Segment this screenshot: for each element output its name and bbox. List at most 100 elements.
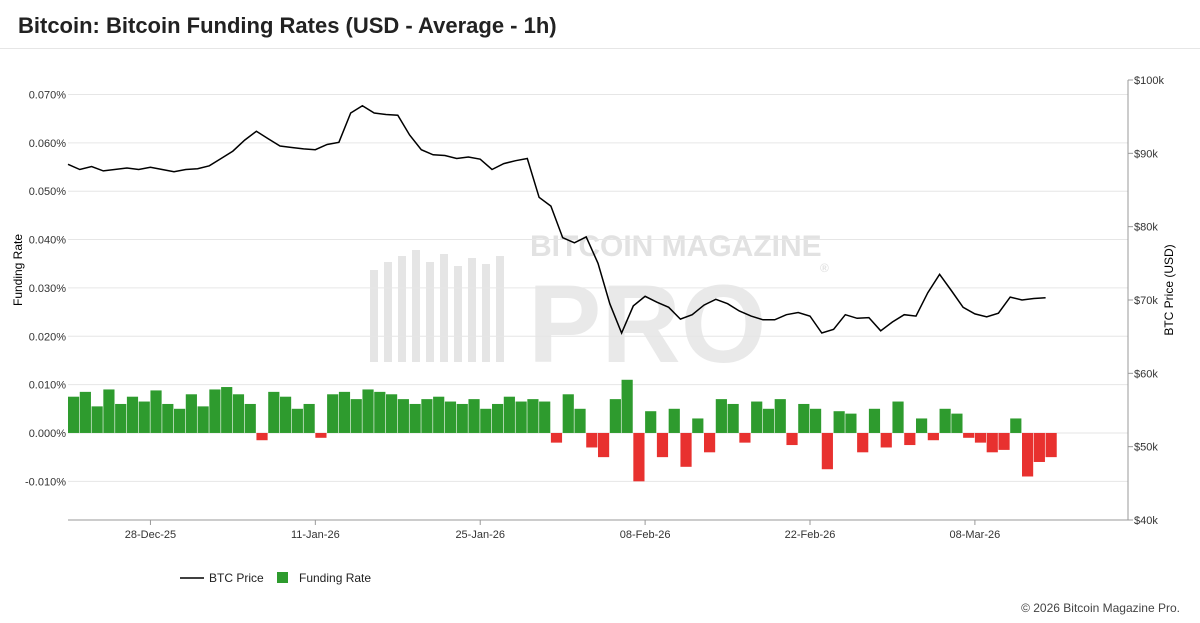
funding-rate-bar: [209, 389, 221, 433]
y-left-tick-label: 0.020%: [29, 331, 67, 343]
funding-rate-bar: [927, 432, 939, 441]
funding-rate-bar: [974, 432, 987, 443]
funding-rate-bar: [162, 403, 174, 433]
funding-rate-bar: [633, 432, 645, 482]
funding-rate-bar: [256, 432, 268, 441]
funding-rate-bar: [774, 399, 786, 433]
y-left-tick-label: 0.000%: [29, 428, 67, 440]
watermark-bar: [384, 262, 392, 362]
watermark-bar: [468, 258, 476, 362]
axes: -0.010% 0.000% 0.010% 0.020% 0.030% 0.040% 0.0…: [11, 75, 1176, 541]
watermark-bar: [426, 262, 434, 362]
funding-rate-bar: [327, 394, 339, 433]
funding-rate-bar: [1033, 432, 1045, 462]
funding-rate-bar: [232, 394, 245, 433]
y-left-tick-label: 0.030%: [29, 283, 67, 295]
funding-rate-bar: [539, 401, 551, 433]
funding-rate-bar: [939, 408, 951, 433]
y-right-tick-label: $60k: [1134, 368, 1158, 380]
funding-rate-bar: [574, 408, 586, 433]
funding-rate-bar: [892, 401, 904, 433]
title-bar: Bitcoin: Bitcoin Funding Rates (USD - Av…: [0, 0, 1200, 49]
funding-rate-bar: [951, 413, 963, 433]
funding-rate-bar: [692, 418, 704, 433]
funding-rate-bar: [904, 432, 916, 446]
funding-rate-bar: [845, 413, 857, 433]
funding-rate-bar: [91, 406, 103, 433]
funding-rate-bar: [126, 396, 139, 433]
funding-rate-bar: [221, 387, 233, 433]
funding-rate-bar: [916, 418, 928, 433]
funding-rate-bar: [1045, 432, 1057, 458]
funding-rate-bar: [715, 399, 727, 433]
funding-rate-bar: [739, 432, 751, 443]
funding-rate-bar: [456, 403, 468, 433]
funding-rate-bar: [503, 396, 515, 433]
watermark-bar: [440, 254, 448, 362]
funding-rate-bar: [998, 432, 1010, 450]
watermark-line1: BITCOIN MAGAZINE: [530, 230, 822, 263]
funding-rate-bar: [798, 403, 810, 433]
x-tick-label: 11-Jan-26: [291, 529, 340, 541]
page-title: Bitcoin: Bitcoin Funding Rates (USD - Av…: [18, 13, 557, 38]
watermark-bar: [482, 264, 490, 362]
y-right-tick-label: $70k: [1134, 295, 1158, 307]
funding-rate-series: [68, 379, 1057, 482]
x-tick-label: 28-Dec-25: [125, 529, 176, 541]
funding-rate-bar: [668, 408, 680, 433]
funding-rate-bar: [303, 403, 315, 433]
funding-rate-bar: [598, 432, 610, 458]
funding-rate-bar: [103, 389, 115, 433]
funding-rate-bar: [374, 391, 386, 433]
funding-rate-bar: [492, 403, 504, 433]
funding-rate-bar: [810, 408, 822, 433]
funding-rate-bar: [857, 432, 869, 453]
funding-rate-bar: [645, 411, 657, 433]
funding-rate-bar: [680, 432, 692, 467]
y-right-tick-label: $80k: [1134, 222, 1158, 234]
funding-rate-bar: [138, 401, 150, 433]
watermark-bar: [496, 256, 504, 362]
x-tick-label: 08-Mar-26: [950, 529, 1001, 541]
funding-rate-bar: [397, 399, 409, 433]
funding-rate-bar: [409, 403, 421, 433]
y-right-tick-label: $50k: [1134, 442, 1158, 454]
funding-rate-bar: [350, 399, 362, 433]
funding-rate-bar: [762, 408, 775, 433]
funding-rate-bar: [315, 432, 327, 438]
y-right-tick-label: $90k: [1134, 148, 1158, 160]
btc-price-line: [67, 104, 1046, 335]
funding-rate-bar: [586, 432, 598, 448]
funding-rate-bar: [268, 391, 280, 433]
funding-rate-bar: [185, 394, 197, 433]
copyright-notice: © 2026 Bitcoin Magazine Pro.: [1021, 601, 1180, 615]
y-left-tick-label: 0.050%: [29, 186, 67, 198]
x-tick-label: 08-Feb-26: [620, 529, 671, 541]
watermark-bar: [370, 270, 378, 362]
funding-rate-bar: [468, 399, 480, 433]
y-right-axis-title: BTC Price (USD): [1162, 244, 1176, 335]
funding-rate-bar: [174, 408, 186, 433]
funding-rate-bar: [280, 396, 292, 433]
funding-rate-bar: [751, 401, 763, 433]
funding-rate-bar: [362, 389, 374, 433]
funding-rate-bar: [1022, 432, 1034, 477]
funding-rate-bar: [197, 406, 209, 433]
funding-rate-bar: [338, 391, 351, 433]
funding-rate-bar: [444, 401, 457, 433]
y-right-tick-label: $100k: [1134, 75, 1164, 87]
funding-rate-bar: [868, 408, 881, 433]
funding-rate-bar: [833, 411, 845, 433]
legend-label-funding-rate: Funding Rate: [299, 571, 371, 585]
funding-rate-bar: [704, 432, 716, 453]
watermark-registered: ®: [820, 261, 829, 275]
funding-rate-bar: [527, 399, 539, 433]
funding-rate-bar: [68, 396, 80, 433]
x-tick-label: 25-Jan-26: [455, 529, 505, 541]
funding-rate-bar: [550, 432, 563, 443]
funding-rate-bar: [1010, 418, 1022, 433]
y-left-tick-label: 0.070%: [29, 90, 67, 102]
funding-rate-bar: [786, 432, 798, 446]
legend[interactable]: BTC Price Funding Rate: [180, 571, 371, 585]
